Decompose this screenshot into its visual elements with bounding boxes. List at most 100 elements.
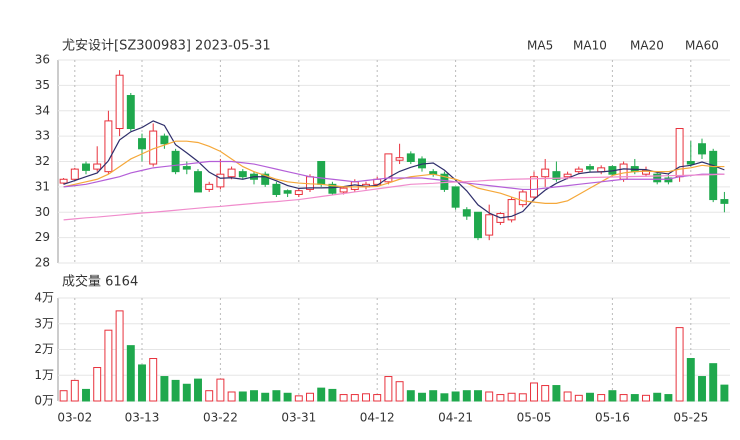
candle-body bbox=[227, 168, 236, 178]
candle-body bbox=[574, 168, 583, 173]
volume-bar bbox=[418, 392, 426, 402]
candle-body bbox=[171, 150, 180, 173]
volume-bar bbox=[261, 392, 270, 402]
y-tick-label: 0万 bbox=[34, 394, 54, 408]
volume-bar bbox=[238, 391, 247, 402]
candle-body bbox=[272, 183, 281, 195]
candle-body bbox=[485, 214, 494, 236]
volume-bar bbox=[608, 390, 617, 402]
volume-bar bbox=[642, 394, 650, 402]
candle-body bbox=[552, 171, 561, 180]
volume-bar bbox=[216, 378, 225, 402]
candle-body bbox=[541, 168, 550, 178]
candle-body bbox=[216, 173, 225, 188]
candle-body bbox=[462, 209, 471, 217]
volume-bar bbox=[530, 382, 538, 402]
volume-title: 成交量 6164 bbox=[62, 274, 138, 290]
y-tick-label: 2万 bbox=[34, 342, 54, 356]
volume-bar bbox=[82, 388, 90, 402]
candle-body bbox=[70, 168, 79, 180]
candle-body bbox=[563, 173, 572, 178]
volume-bar bbox=[350, 394, 359, 402]
volume-bar bbox=[709, 363, 718, 402]
candle-body bbox=[59, 178, 68, 184]
legend-label: MA60 bbox=[685, 39, 719, 53]
volume-bar bbox=[115, 310, 124, 402]
x-tick-label: 04-21 bbox=[438, 411, 473, 425]
candle-body bbox=[160, 135, 169, 145]
candle-body bbox=[451, 186, 460, 208]
candle-body bbox=[182, 166, 191, 170]
candle-body bbox=[104, 120, 113, 173]
candle-body bbox=[698, 143, 706, 155]
y-tick-label: 31 bbox=[35, 179, 50, 193]
x-tick-label: 05-05 bbox=[517, 411, 552, 425]
volume-bar bbox=[171, 379, 180, 402]
y-tick-label: 32 bbox=[35, 154, 50, 168]
volume-bar bbox=[406, 390, 415, 402]
volume-bar bbox=[149, 358, 158, 402]
x-tick-label: 05-25 bbox=[673, 411, 708, 425]
volume-bar bbox=[384, 376, 393, 402]
candle-body bbox=[474, 211, 482, 239]
candle-body bbox=[126, 95, 135, 130]
candle-body bbox=[686, 161, 695, 165]
volume-bar bbox=[518, 393, 527, 402]
candle-body bbox=[586, 166, 594, 170]
candle-body bbox=[530, 176, 538, 198]
x-tick-label: 05-16 bbox=[595, 411, 630, 425]
y-tick-label: 36 bbox=[35, 53, 50, 67]
legend-label: MA20 bbox=[630, 39, 664, 53]
volume-bar bbox=[194, 378, 202, 402]
ma-line bbox=[63, 140, 725, 204]
volume-bar bbox=[664, 394, 673, 402]
candle-body bbox=[238, 171, 247, 178]
candle-body bbox=[664, 177, 673, 183]
volume-bar bbox=[563, 391, 572, 402]
volume-bar bbox=[227, 391, 236, 402]
y-tick-label: 34 bbox=[35, 103, 50, 117]
candle-body bbox=[205, 183, 214, 190]
ma-line bbox=[63, 160, 725, 191]
y-tick-label: 30 bbox=[35, 205, 50, 219]
legend-label: MA10 bbox=[573, 39, 607, 53]
volume-bar bbox=[373, 394, 382, 402]
volume-bar bbox=[619, 394, 628, 402]
volume-bar bbox=[474, 390, 482, 402]
volume-bar bbox=[182, 383, 191, 402]
x-tick-label: 04-12 bbox=[360, 411, 395, 425]
candle-body bbox=[328, 183, 337, 194]
candle-body bbox=[720, 199, 729, 204]
volume-bar bbox=[686, 358, 695, 402]
volume-bar bbox=[59, 390, 68, 402]
candle-body bbox=[384, 153, 393, 183]
volume-bar bbox=[462, 390, 471, 402]
volume-bar bbox=[675, 327, 684, 402]
volume-bar bbox=[126, 345, 135, 402]
candle-body bbox=[261, 173, 270, 185]
volume-bar bbox=[93, 367, 102, 402]
candle-body bbox=[597, 167, 606, 173]
candle-body bbox=[115, 74, 124, 130]
y-tick-label: 4万 bbox=[34, 291, 54, 305]
x-tick-label: 03-02 bbox=[57, 411, 92, 425]
volume-bar bbox=[496, 394, 505, 402]
y-tick-label: 1万 bbox=[34, 368, 54, 382]
volume-bar bbox=[395, 381, 404, 402]
candle-body bbox=[440, 173, 449, 190]
ma-line bbox=[63, 120, 725, 219]
x-tick-label: 03-13 bbox=[125, 411, 160, 425]
volume-bar bbox=[70, 379, 79, 402]
y-tick-label: 35 bbox=[35, 78, 50, 92]
volume-bar bbox=[698, 376, 706, 402]
candle-body bbox=[194, 171, 202, 193]
candle-body bbox=[395, 157, 404, 161]
volume-bar bbox=[294, 395, 303, 402]
volume-bar bbox=[250, 390, 258, 402]
volume-bar bbox=[272, 390, 281, 402]
volume-bar bbox=[429, 390, 438, 402]
candle-body bbox=[138, 138, 146, 150]
candle-body bbox=[518, 191, 527, 206]
volume-bar bbox=[440, 393, 449, 402]
